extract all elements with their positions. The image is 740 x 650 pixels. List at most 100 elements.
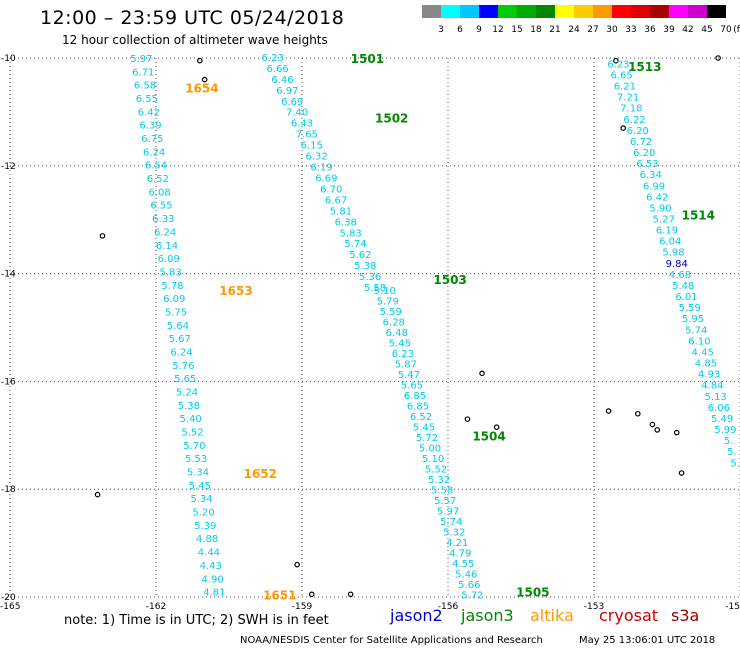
wave-height-value: 6.48 [386,328,408,339]
pass-labels: 1501 1502 1503 1504 1505 1513 1514 1654 1653 1652… [185,52,715,602]
wave-height-value: 7.18 [620,104,642,115]
scale-label: 18 [530,25,542,35]
y-tick-label: -12 [1,162,16,172]
wave-height-value: 5.58 [364,283,386,294]
wave-height-value: 6.14 [156,241,178,252]
island-marker [613,57,619,64]
wave-height-value: 5.90 [649,203,671,214]
wave-height-value: 5.97 [437,506,459,517]
wave-height-value: 5.52 [425,464,447,475]
wave-height-value: 5.34 [190,494,212,505]
wave-height-value: 6.72 [630,137,652,148]
wave-height-value: 5.74 [685,325,707,336]
island-marker [493,424,500,431]
wave-height-value: 6.04 [659,237,681,248]
island-marker [94,491,101,498]
island-marker [715,55,721,61]
pass-number-label: 1501 [351,52,384,66]
pass-number-label: 1651 [263,588,296,602]
wave-height-value: 5.72 [461,590,483,601]
scale-swatch [498,5,517,18]
island-marker [464,416,471,422]
wave-height-value: 5.83 [159,267,181,278]
wave-height-value: 5.47 [398,370,420,381]
y-tick-label: -18 [1,485,16,495]
scale-swatch [441,5,460,18]
x-tick-label: -156 [438,602,459,612]
wave-height-value: 6.08 [149,187,171,198]
scale-label: 30 [606,25,618,35]
wave-height-value: 6.15 [301,141,323,152]
wave-height-value: 6.99 [643,181,665,192]
scale-label: 70 [720,25,732,35]
wave-height-value: 4.88 [196,534,218,545]
wave-height-value: 6.19 [656,226,678,237]
wave-height-value: 5.52 [181,428,203,439]
scale-swatch [669,5,688,18]
island-marker [308,591,315,598]
wave-height-value: 5.32 [428,475,450,486]
wave-height-value: 4.81 [203,588,225,599]
wave-height-value: 6.85 [407,401,429,412]
island-marker [654,427,661,433]
scale-swatch [707,5,726,18]
scale-label: 12 [492,25,504,35]
wave-height-value: 6.24 [170,347,192,358]
wave-height-value: 5.83 [340,228,362,239]
wave-height-value: 4.85 [695,359,717,370]
island-marker [294,561,300,568]
pass-number-label: 1653 [219,284,252,298]
wave-height-value: 7.21 [617,93,639,104]
wave-height-value: 6.06 [708,403,730,414]
island-marker [479,370,485,377]
pass-number-label: 1504 [472,429,505,443]
scale-label: 21 [549,25,561,35]
wave-height-value: 5. [727,447,737,458]
pass-number-label: 1505 [516,586,549,600]
scale-label: 6 [457,25,463,35]
wave-height-value: 6.20 [633,148,655,159]
wave-height-value: 5.67 [169,334,191,345]
wave-height-value: 6.58 [134,81,156,92]
wave-height-value: 4.21 [446,538,468,549]
scale-label: 33 [625,25,637,35]
footer-note: note: 1) Time is in UTC; 2) SWH is in fe… [64,613,329,628]
scale-label: 39 [663,25,675,35]
wave-height-value: 6.53 [636,159,658,170]
wave-height-value: 6.67 [325,195,347,206]
wave-height-value: 5.65 [401,380,423,391]
wave-height-value: 6.55 [136,94,158,105]
chart-title: 12:00 – 23:59 UTC 05/24/2018 [40,7,345,29]
pass-number-label: 1502 [375,111,408,125]
pass-number-label: 1503 [433,273,466,287]
scale-label: 24 [568,25,580,35]
wave-height-value: 6.01 [675,292,697,303]
wave-height-value: 5.13 [705,392,727,403]
wave-height-value: 5.76 [172,361,194,372]
wave-height-value: 5.72 [416,433,438,444]
island-marker [197,57,203,64]
wave-height-value: 5.95 [682,314,704,325]
wave-height-value: 6.52 [147,174,169,185]
wave-height-value: 6.28 [383,317,405,328]
wave-height-value: 7.40 [286,108,308,119]
wave-height-value: 5.57 [434,496,456,507]
wave-height-value: 6.97 [276,86,298,97]
axis-ticks: -165 -162 -159 -156 -153 -15 -10 -12 -14 -16 -18 -2… [0,54,740,612]
pass-number-label: 1514 [682,208,715,222]
wave-height-value: 5.45 [413,422,435,433]
island-marker [99,233,106,239]
wave-height-value: 5.10 [374,286,396,297]
wave-height-value: 6.24 [143,147,165,158]
scale-label: 3 [438,25,444,35]
wave-height-value: 5.32 [443,527,465,538]
wave-height-value: 5.00 [419,443,441,454]
wave-height-value: 5.48 [672,281,694,292]
wave-height-value: 5.38 [178,401,200,412]
x-tick-label: -159 [292,602,313,612]
wave-height-value: 5.59 [679,303,701,314]
wave-height-value: 6.85 [404,391,426,402]
island-marker [649,421,656,428]
wave-height-value: 5.20 [192,508,214,519]
wave-height-value: 5.46 [455,569,477,580]
